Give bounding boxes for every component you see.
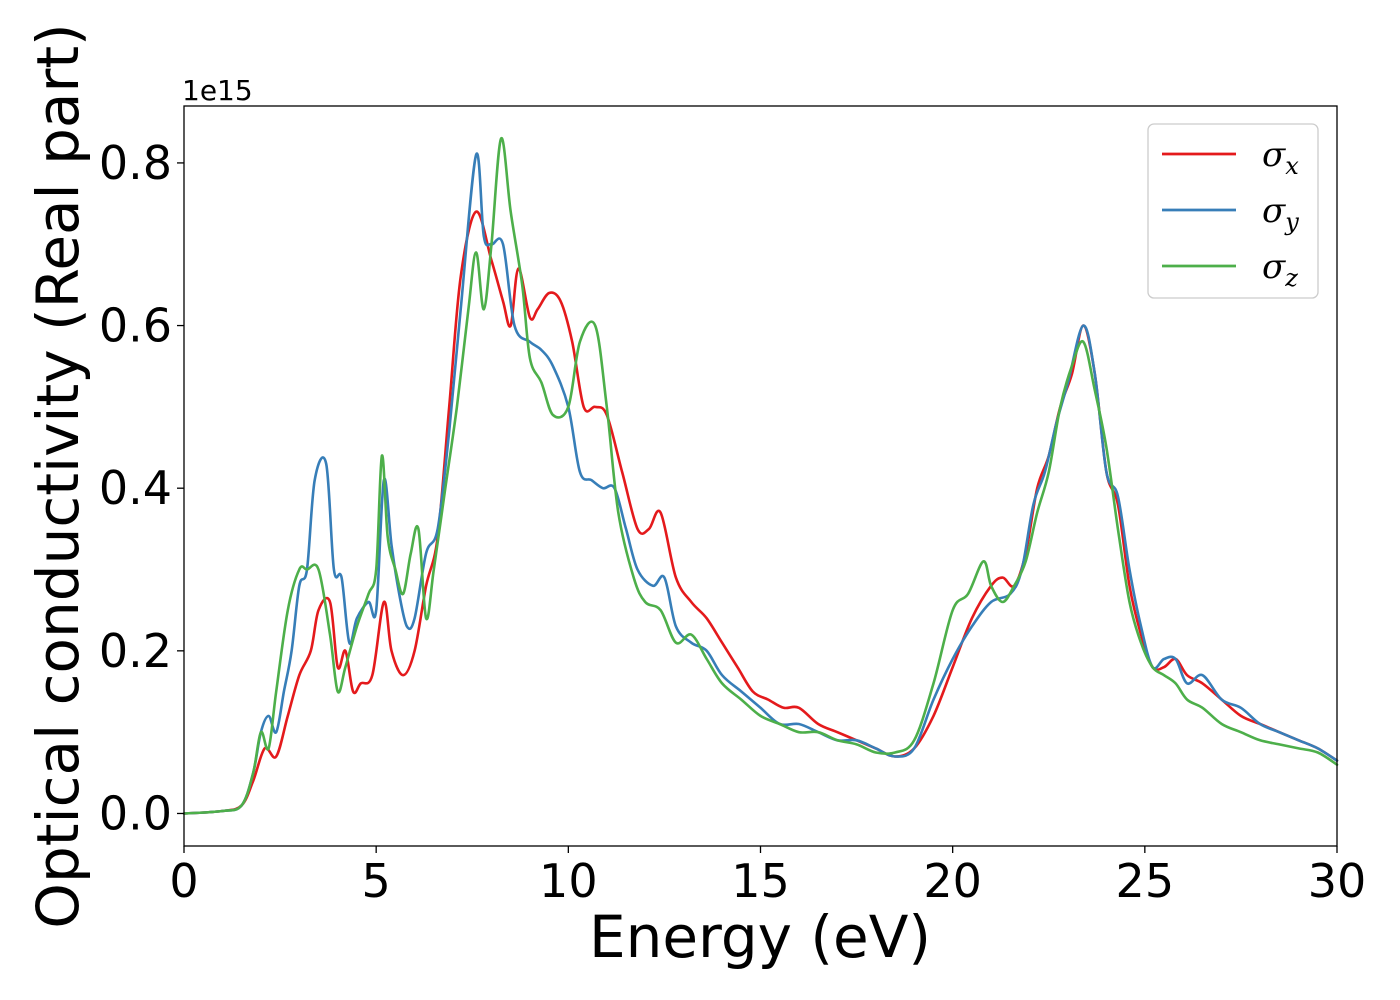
x-tick-label: 15 — [731, 854, 790, 908]
x-tick-label: 30 — [1308, 854, 1367, 908]
x-tick-label: 25 — [1116, 854, 1175, 908]
x-tick-label: 5 — [362, 854, 391, 908]
y-axis-title: Optical conductivity (Real part) — [24, 23, 92, 928]
legend-label-z: σz — [1262, 247, 1298, 292]
y-tick-label: 0.8 — [99, 136, 172, 190]
series-line-x — [182, 210, 1339, 815]
x-axis-ticks: 0 5 10 15 20 25 30 — [169, 846, 1366, 908]
series-line-y — [182, 152, 1339, 815]
y-axis-ticks: 0.0 0.2 0.4 0.6 0.8 — [99, 136, 184, 840]
series-line-z — [182, 137, 1339, 815]
x-tick-label: 10 — [539, 854, 598, 908]
legend-label-y: σy — [1262, 191, 1299, 236]
y-tick-label: 0.4 — [99, 461, 172, 515]
y-tick-label: 0.6 — [99, 299, 172, 353]
legend-label-x: σx — [1262, 135, 1299, 180]
legend: σx σy σz — [1147, 123, 1319, 299]
x-tick-label: 0 — [169, 854, 198, 908]
y-tick-label: 0.2 — [99, 624, 172, 678]
series-lines — [182, 137, 1339, 815]
x-tick-label: 20 — [923, 854, 982, 908]
y-tick-label: 0.0 — [99, 786, 172, 840]
x-axis-title: Energy (eV) — [589, 903, 931, 971]
y-offset-label: 1e15 — [182, 74, 253, 107]
